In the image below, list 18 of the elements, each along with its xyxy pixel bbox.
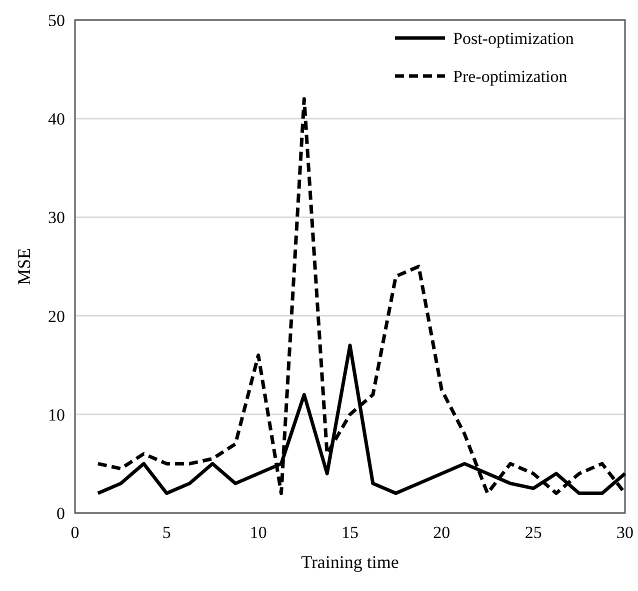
x-axis-title: Training time — [301, 552, 399, 572]
y-tick-label: 0 — [56, 504, 65, 523]
legend-label: Post-optimization — [453, 28, 574, 48]
line-series — [96, 97, 627, 496]
y-axis-title: MSE — [14, 248, 34, 286]
x-tick-label: 0 — [70, 523, 80, 542]
x-tick-label: 15 — [342, 523, 358, 542]
x-tick-label: 5 — [162, 523, 171, 542]
y-tick-label: 20 — [48, 306, 65, 326]
y-tick-label: 40 — [48, 110, 65, 129]
x-tick-label: 25 — [524, 523, 542, 542]
y-tick-label: 50 — [48, 10, 65, 30]
y-tick-label: 30 — [48, 208, 65, 228]
x-tick-label: 30 — [616, 523, 634, 542]
x-tick-label: 10 — [250, 523, 267, 542]
x-tick-label: 20 — [433, 523, 450, 542]
y-tick-label: 10 — [48, 405, 65, 424]
legend-label: Pre-optimization — [453, 66, 568, 86]
